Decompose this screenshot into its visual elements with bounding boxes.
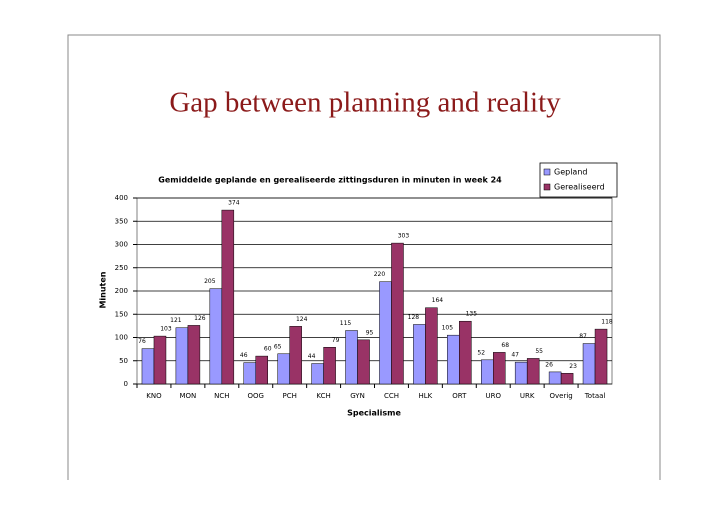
y-tick-label: 200 bbox=[115, 287, 128, 295]
value-label: 65 bbox=[274, 343, 282, 350]
bar bbox=[391, 242, 404, 385]
bar bbox=[526, 358, 540, 385]
value-label: 52 bbox=[477, 349, 485, 356]
bar bbox=[209, 288, 223, 385]
bar bbox=[560, 373, 574, 385]
value-label: 103 bbox=[160, 326, 172, 333]
value-label: 121 bbox=[170, 317, 182, 324]
x-tick-label: URK bbox=[520, 392, 535, 400]
y-tick-label: 300 bbox=[115, 241, 128, 249]
bar bbox=[413, 324, 426, 385]
y-tick-label: 50 bbox=[119, 357, 128, 365]
x-tick-label: HLK bbox=[419, 392, 433, 400]
x-tick-label: GYN bbox=[350, 392, 365, 400]
bar bbox=[323, 347, 336, 385]
value-label: 303 bbox=[398, 233, 410, 240]
legend-label: Gepland bbox=[554, 168, 587, 177]
legend-label: Gerealiseerd bbox=[554, 183, 605, 192]
y-tick-label: 150 bbox=[115, 310, 128, 318]
x-tick-label: ORT bbox=[452, 392, 467, 400]
x-tick-label: KCH bbox=[316, 392, 330, 400]
bar bbox=[447, 334, 460, 385]
bar bbox=[277, 353, 290, 385]
bar bbox=[175, 327, 189, 385]
y-tick-label: 350 bbox=[115, 217, 128, 225]
x-tick-label: KNO bbox=[146, 392, 162, 400]
bar bbox=[311, 363, 324, 385]
x-tick-label: MON bbox=[179, 392, 196, 400]
value-label: 47 bbox=[511, 352, 519, 359]
value-label: 95 bbox=[366, 329, 374, 336]
value-label: 55 bbox=[535, 348, 543, 355]
value-label: 60 bbox=[264, 346, 272, 353]
bar bbox=[289, 326, 302, 385]
bar bbox=[514, 361, 528, 385]
x-tick-label: Totaal bbox=[584, 392, 606, 400]
y-axis-label: Minuten bbox=[99, 271, 108, 308]
bar bbox=[379, 281, 392, 385]
value-label: 76 bbox=[138, 338, 146, 345]
value-label: 205 bbox=[204, 278, 216, 285]
value-label: 374 bbox=[228, 200, 240, 207]
bar bbox=[425, 307, 438, 385]
bar bbox=[357, 339, 370, 385]
value-label: 26 bbox=[545, 361, 553, 368]
value-label: 124 bbox=[296, 316, 308, 323]
slide-title: Gap between planning and reality bbox=[169, 87, 561, 119]
x-tick-label: URO bbox=[486, 392, 502, 400]
x-tick-label: CCH bbox=[384, 392, 399, 400]
x-tick-label: NCH bbox=[214, 392, 229, 400]
value-label: 118 bbox=[601, 319, 613, 326]
bar bbox=[481, 359, 494, 385]
bar bbox=[582, 343, 596, 385]
bar bbox=[221, 209, 235, 385]
bar bbox=[594, 328, 608, 385]
x-axis-label: Specialisme bbox=[347, 409, 401, 418]
bar bbox=[345, 330, 358, 385]
bar bbox=[141, 348, 155, 385]
value-label: 115 bbox=[340, 320, 352, 327]
value-label: 220 bbox=[374, 271, 386, 278]
value-label: 126 bbox=[194, 315, 206, 322]
bar bbox=[459, 320, 472, 385]
value-label: 23 bbox=[569, 363, 577, 370]
y-tick-label: 250 bbox=[115, 264, 128, 272]
y-tick-label: 0 bbox=[124, 380, 128, 388]
bar bbox=[255, 355, 268, 385]
legend-box bbox=[539, 162, 618, 198]
value-label: 44 bbox=[308, 353, 316, 360]
bar bbox=[153, 335, 167, 385]
bar bbox=[187, 325, 201, 385]
bar bbox=[548, 371, 562, 385]
value-label: 164 bbox=[432, 297, 444, 304]
y-tick-label: 400 bbox=[115, 194, 128, 202]
y-tick-label: 100 bbox=[115, 334, 128, 342]
chart-title: Gemiddelde geplande en gerealiseerde zit… bbox=[158, 176, 502, 185]
bar bbox=[243, 362, 256, 385]
value-label: 135 bbox=[466, 311, 478, 318]
bar bbox=[493, 352, 506, 385]
value-label: 68 bbox=[501, 342, 509, 349]
x-tick-label: OOG bbox=[248, 392, 264, 400]
legend-swatch bbox=[543, 168, 551, 176]
value-label: 105 bbox=[442, 325, 454, 332]
x-tick-label: PCH bbox=[282, 392, 296, 400]
x-tick-label: Overig bbox=[549, 392, 572, 400]
legend-swatch bbox=[543, 183, 551, 191]
value-label: 46 bbox=[240, 352, 248, 359]
value-label: 87 bbox=[579, 333, 587, 340]
value-label: 128 bbox=[408, 314, 420, 321]
value-label: 79 bbox=[332, 337, 340, 344]
slide-frame bbox=[67, 34, 661, 480]
